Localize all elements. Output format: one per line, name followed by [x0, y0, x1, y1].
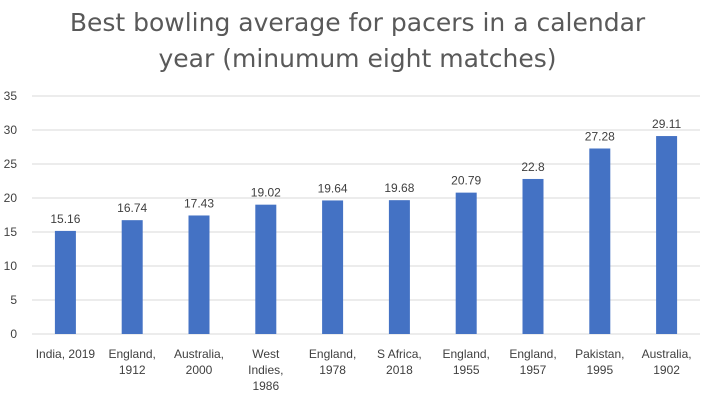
x-tick-label-line: England, [309, 347, 356, 361]
x-tick-label-line: Pakistan, [575, 347, 624, 361]
bar [455, 192, 477, 334]
bar [388, 200, 410, 334]
chart-title-line-2: year (minumum eight matches) [158, 44, 557, 73]
x-tick-label-line: Australia, [174, 347, 224, 361]
x-tick-label: India, 2019 [36, 347, 96, 361]
y-tick-label: 25 [4, 157, 18, 171]
x-tick-label-line: 1995 [586, 363, 613, 377]
data-label: 15.16 [50, 212, 80, 226]
data-label: 27.28 [585, 129, 615, 143]
x-tick-label: England, 1978 [309, 347, 356, 377]
x-tick-label-line: England, [509, 347, 556, 361]
x-tick-label: Australia, 1902 [642, 347, 692, 377]
y-tick-label: 30 [4, 123, 18, 137]
data-label: 22.8 [521, 160, 545, 174]
bar [255, 204, 277, 334]
x-tick-label-line: India, 2019 [36, 347, 96, 361]
data-label: 29.11 [652, 117, 681, 131]
y-tick-label: 10 [4, 259, 18, 273]
data-label: 19.68 [384, 181, 414, 195]
data-label: 19.02 [251, 186, 281, 200]
bar [522, 178, 544, 334]
x-tick-label: S Africa, 2018 [377, 347, 422, 377]
y-tick-label: 15 [4, 225, 18, 239]
x-tick-label: England, 1912 [109, 347, 156, 377]
x-tick-label: England, 1957 [509, 347, 556, 377]
chart-title-line-1: Best bowling average for pacers in a cal… [69, 8, 646, 37]
x-tick-label-line: England, [109, 347, 156, 361]
x-tick-label: England, 1955 [443, 347, 490, 377]
bar [188, 215, 210, 334]
x-tick-label-line: S Africa, [377, 347, 422, 361]
x-tick-label-line: West [252, 347, 280, 361]
data-label: 20.79 [451, 174, 481, 188]
y-tick-label: 5 [10, 293, 17, 307]
x-tick-label: Australia, 2000 [174, 347, 224, 377]
x-tick-label-line: 1978 [319, 363, 346, 377]
x-tick-label: West Indies, 1986 [248, 347, 283, 393]
bar [589, 148, 611, 334]
x-tick-label-line: Australia, [642, 347, 692, 361]
x-tick-label-line: 1986 [252, 379, 279, 393]
x-tick-label: Pakistan, 1995 [575, 347, 624, 377]
x-tick-label-line: England, [443, 347, 490, 361]
data-label: 16.74 [117, 201, 147, 215]
data-label: 17.43 [184, 196, 214, 210]
bar [322, 200, 344, 334]
y-tick-label: 35 [4, 89, 18, 103]
x-tick-label-line: 1912 [119, 363, 146, 377]
x-tick-label-line: 1902 [653, 363, 680, 377]
x-tick-label-line: 1957 [520, 363, 547, 377]
bar [656, 136, 678, 334]
bar [54, 230, 76, 334]
y-tick-label: 20 [4, 191, 18, 205]
x-tick-label-line: 2018 [386, 363, 413, 377]
data-label: 19.64 [318, 181, 348, 195]
x-tick-label-line: Indies, [248, 363, 283, 377]
x-tick-label-line: 2000 [186, 363, 213, 377]
y-tick-label: 0 [10, 327, 17, 341]
x-tick-label-line: 1955 [453, 363, 480, 377]
bar [121, 220, 143, 334]
